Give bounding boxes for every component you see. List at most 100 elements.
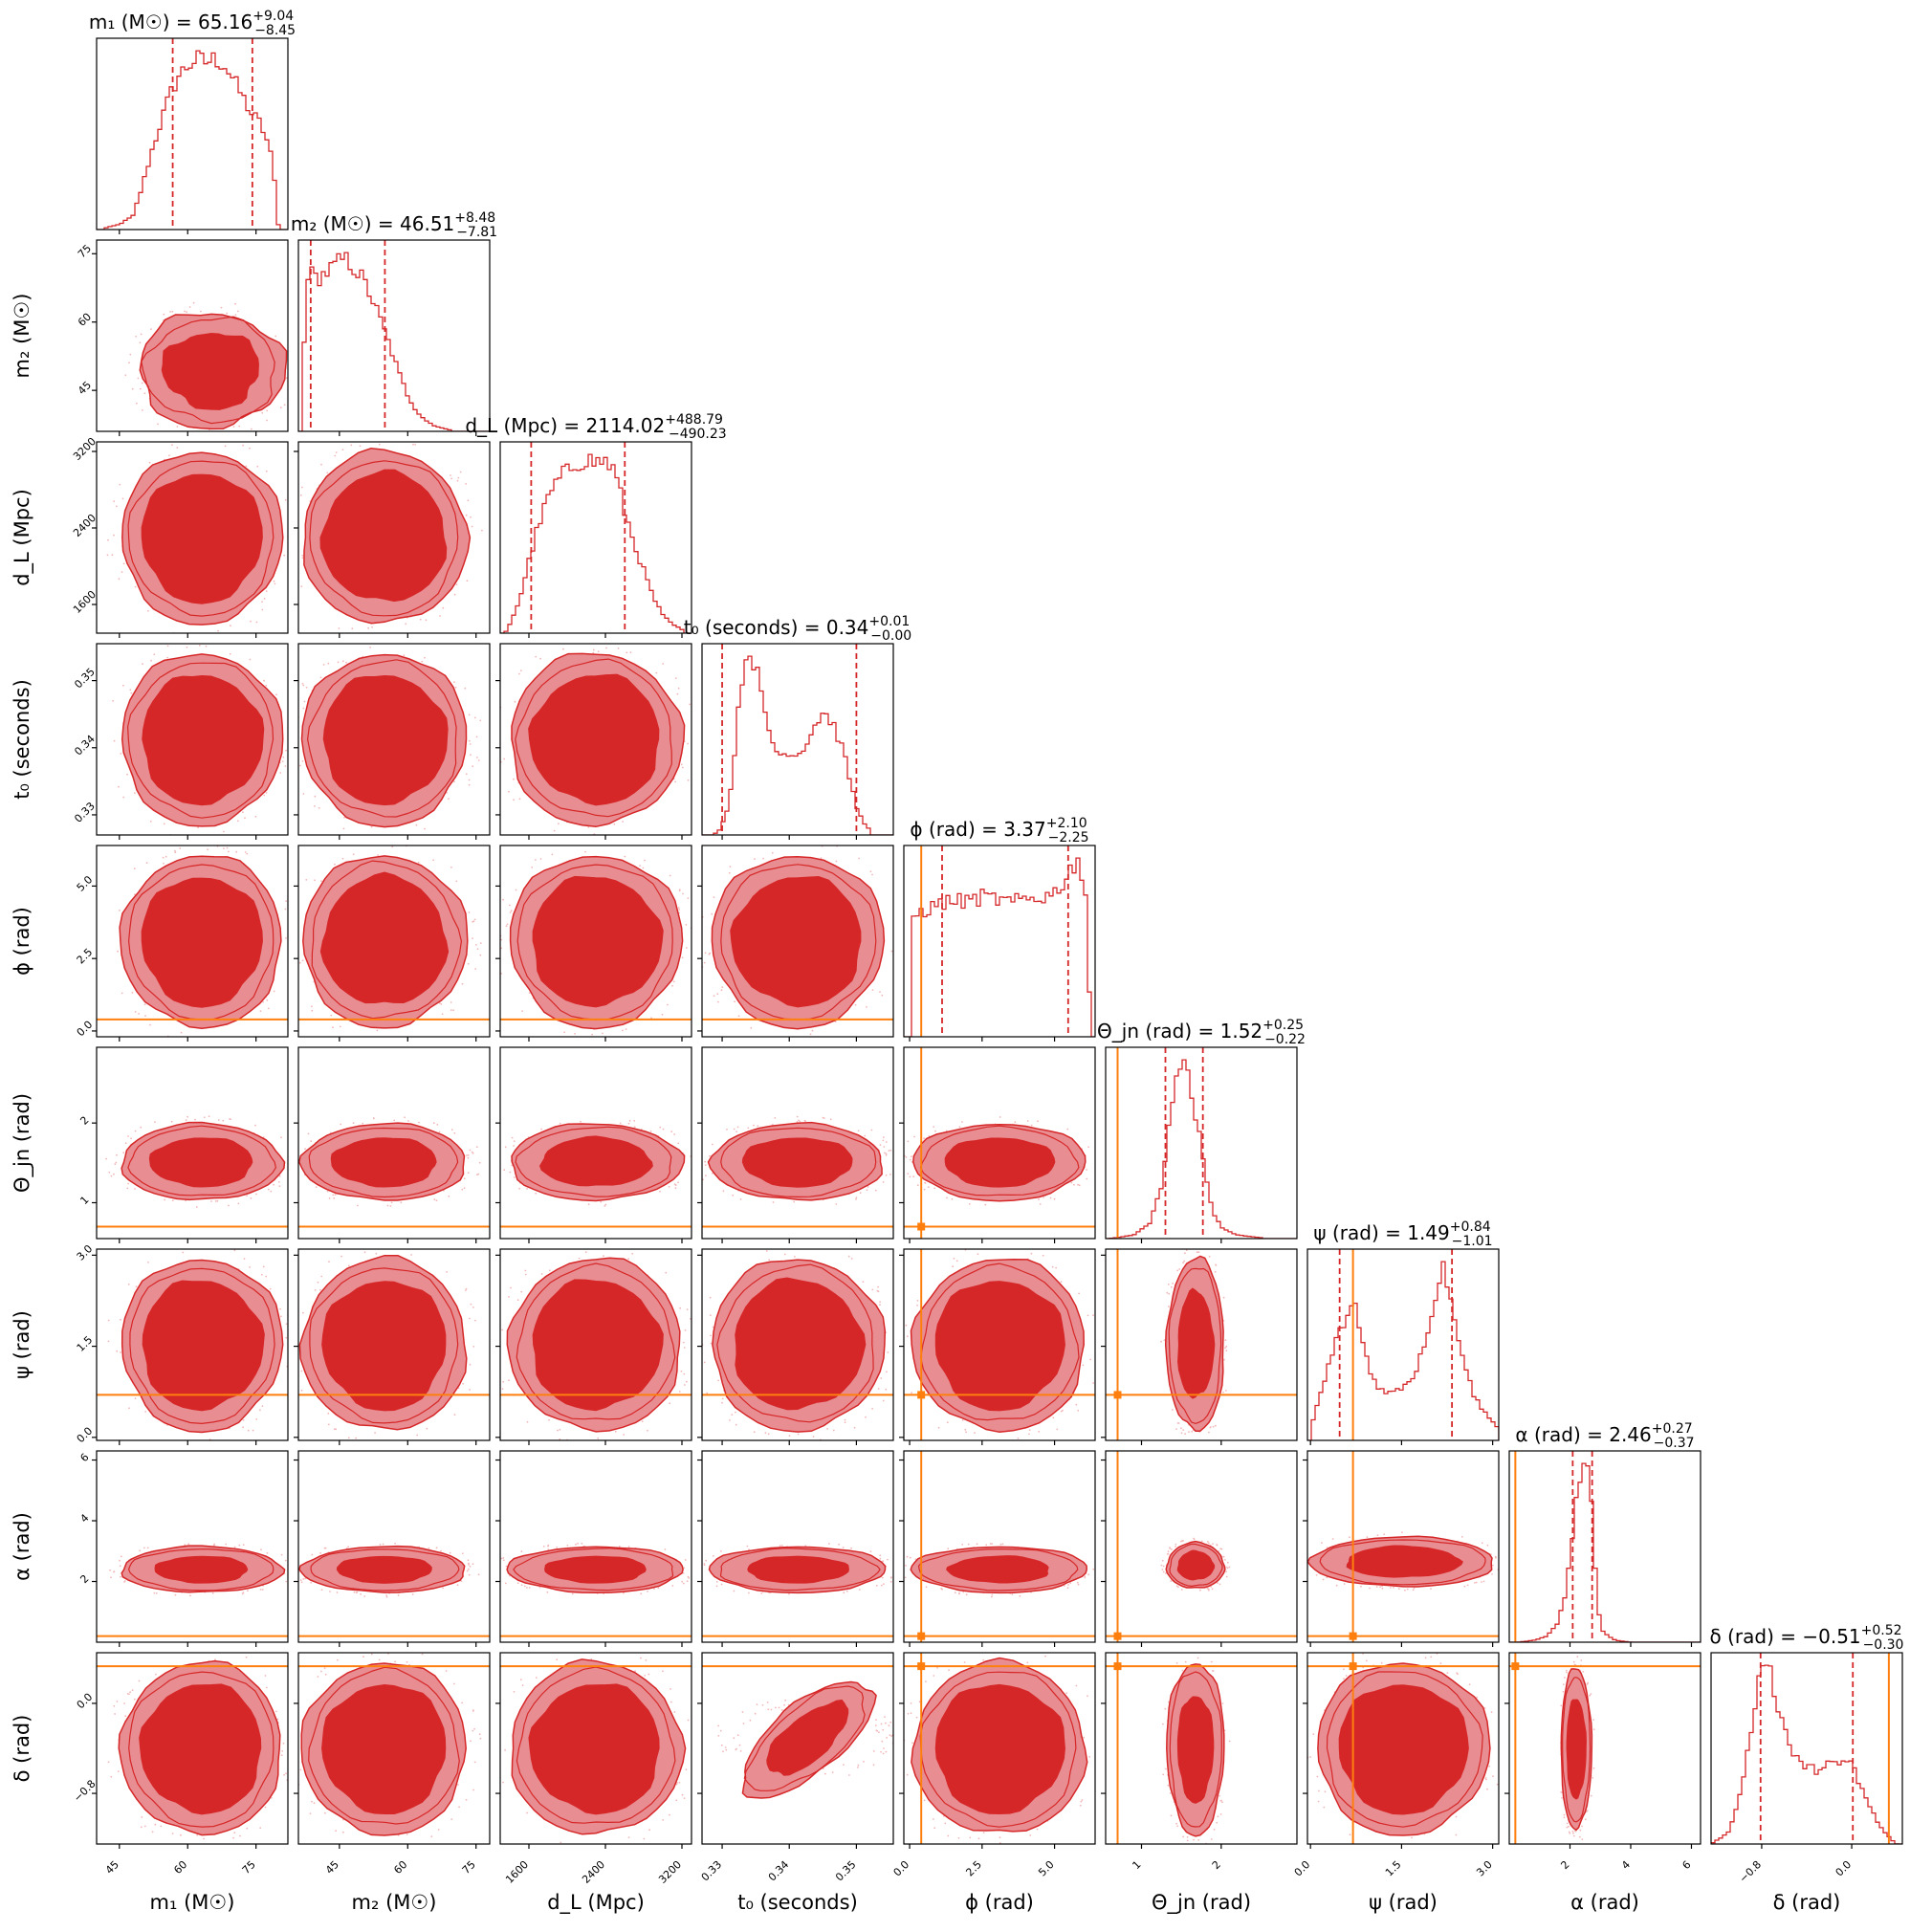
panel-m2-phi (294, 845, 491, 1042)
scatter-point (285, 1772, 287, 1775)
scatter-point (280, 1136, 282, 1139)
scatter-point (880, 1723, 883, 1725)
scatter-point (753, 1431, 756, 1434)
scatter-point (238, 1544, 241, 1547)
scatter-point (391, 1647, 393, 1649)
panel-phi-theta (899, 1046, 1096, 1243)
scatter-point (144, 1411, 147, 1413)
x-axis-label-m1: m₁ (M☉) (150, 1891, 235, 1914)
scatter-point (284, 765, 287, 767)
panel-delta-delta (1710, 1652, 1903, 1849)
scatter-point (1084, 1575, 1087, 1578)
scatter-point (197, 826, 200, 829)
panel-m1-dL (92, 441, 293, 638)
scatter-point (1486, 1788, 1488, 1790)
scatter-point (1087, 1146, 1089, 1149)
scatter-point (898, 1756, 900, 1758)
contour-mid-t0-psi (716, 1263, 874, 1423)
scatter-point (452, 1009, 454, 1012)
scatter-point (889, 1734, 891, 1737)
scatter-point (996, 1850, 998, 1852)
scatter-point (170, 1120, 173, 1123)
x-tick-label-t0: 0.33 (699, 1858, 725, 1884)
scatter-point (396, 837, 398, 839)
scatter-point (710, 1334, 712, 1337)
scatter-point (1066, 1128, 1069, 1131)
scatter-point (712, 1326, 714, 1328)
scatter-point (117, 950, 119, 953)
scatter-point (241, 1592, 244, 1595)
scatter-point (673, 1183, 676, 1186)
scatter-point (774, 1117, 777, 1119)
scatter-point (252, 1429, 254, 1432)
scatter-point (1324, 1790, 1327, 1793)
scatter-point (511, 1164, 514, 1167)
scatter-point (273, 1183, 274, 1186)
scatter-point (1017, 1438, 1020, 1439)
scatter-point (761, 1703, 764, 1706)
scatter-point (276, 1718, 279, 1721)
scatter-point (500, 1557, 503, 1560)
scatter-point (186, 311, 188, 314)
scatter-point (732, 1194, 735, 1197)
scatter-point (108, 1171, 111, 1174)
scatter-point (266, 1552, 269, 1554)
scatter-point (911, 1155, 912, 1158)
y-tick-label-dL: 2400 (71, 512, 99, 539)
scatter-point (185, 1199, 187, 1202)
scatter-point (889, 1721, 892, 1723)
scatter-point (266, 409, 268, 412)
y-tick-label-t0: 0.34 (72, 733, 98, 758)
scatter-point (674, 1187, 677, 1190)
scatter-point (1343, 1583, 1346, 1585)
scatter-point (315, 1186, 318, 1188)
scatter-point (139, 1549, 142, 1552)
scatter-point (318, 806, 320, 809)
x-axis-label-delta: δ (rad) (1773, 1891, 1841, 1914)
contour-mid-m2-dL (309, 460, 459, 617)
scatter-point (604, 1648, 606, 1650)
contour-inner-dL-psi (532, 1279, 664, 1412)
scatter-point (470, 516, 472, 518)
scatter-point (207, 848, 209, 851)
scatter-point (147, 1262, 149, 1263)
scatter-point (1379, 1586, 1381, 1589)
scatter-point (901, 1761, 903, 1763)
scatter-point (999, 1543, 1002, 1546)
scatter-point (438, 1131, 441, 1133)
scatter-point (933, 1818, 934, 1820)
scatter-point (1566, 1826, 1569, 1829)
scatter-point (829, 1118, 832, 1121)
scatter-point (675, 1783, 678, 1786)
scatter-point (888, 1150, 890, 1152)
panel-theta-delta (1101, 1652, 1298, 1849)
scatter-point (953, 1257, 955, 1260)
scatter-point (343, 816, 345, 819)
scatter-point (263, 679, 265, 682)
y-tick-label-alpha: 6 (77, 1451, 91, 1464)
scatter-point (143, 1825, 146, 1828)
panel-dL-psi (495, 1248, 692, 1445)
scatter-point (1029, 1834, 1032, 1836)
scatter-point (502, 1559, 505, 1562)
contour-inner-dL-t0 (528, 673, 660, 806)
scatter-point (1175, 1428, 1177, 1430)
scatter-point (1101, 1567, 1103, 1569)
scatter-point (828, 1543, 830, 1545)
scatter-point (291, 525, 293, 527)
scatter-point (1390, 1587, 1392, 1589)
scatter-point (717, 1735, 720, 1737)
scatter-point (291, 1157, 293, 1159)
scatter-point (435, 1199, 438, 1202)
scatter-point (1184, 1660, 1187, 1663)
contour-inner-phi-alpha (946, 1555, 1049, 1584)
scatter-point (264, 1806, 267, 1809)
scatter-point (160, 1825, 163, 1828)
histogram-psi (1307, 1261, 1499, 1440)
scatter-point (140, 1826, 143, 1829)
panel-frame (701, 1652, 894, 1845)
contour-inner-t0-delta (766, 1699, 849, 1776)
scatter-point (500, 973, 503, 975)
panel-frame (1508, 1652, 1701, 1845)
scatter-point (1411, 1836, 1413, 1839)
